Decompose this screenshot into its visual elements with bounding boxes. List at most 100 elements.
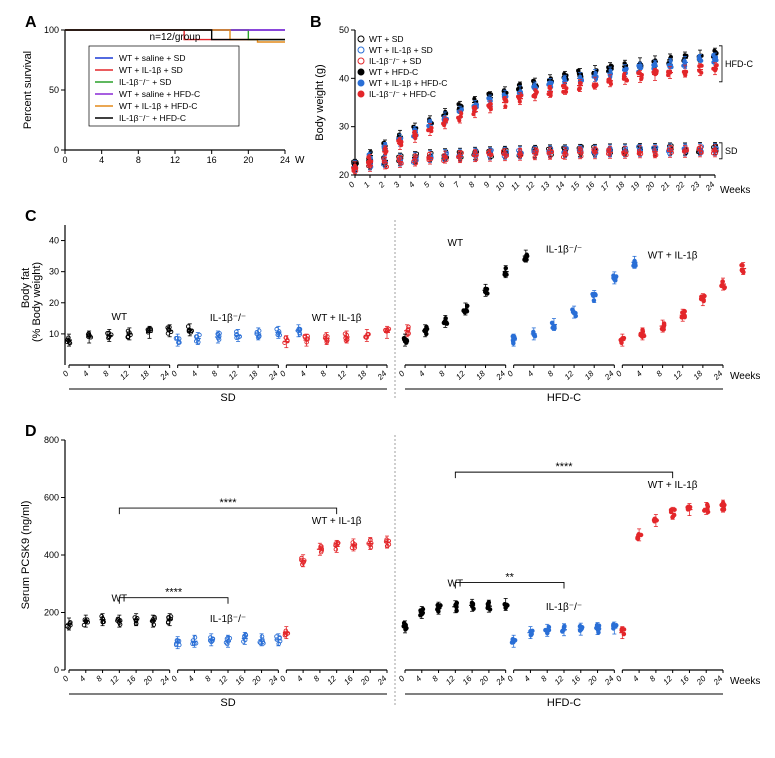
svg-text:8: 8 [430,674,440,684]
svg-text:24: 24 [266,674,280,688]
svg-text:WT + IL-1β + SD: WT + IL-1β + SD [369,45,433,55]
svg-text:20: 20 [243,155,253,165]
svg-text:0: 0 [614,674,624,684]
svg-text:Serum PCSK9 (ng/ml): Serum PCSK9 (ng/ml) [20,501,32,610]
svg-text:8: 8 [136,155,141,165]
svg-text:12: 12 [170,155,180,165]
svg-text:0: 0 [61,369,71,379]
svg-text:2: 2 [376,180,387,191]
svg-text:12: 12 [325,674,338,687]
svg-text:18: 18 [356,369,369,382]
svg-text:IL-1β⁻/⁻: IL-1β⁻/⁻ [546,602,582,613]
svg-text:W: W [295,155,305,166]
svg-text:24: 24 [602,674,616,688]
svg-text:12: 12 [553,674,566,687]
svg-text:0: 0 [170,674,180,684]
svg-text:18: 18 [247,369,260,382]
svg-text:8: 8 [546,369,556,379]
panel-b: B203040500123456789101112131415161718192… [310,14,753,196]
svg-text:HFD-C: HFD-C [547,392,581,404]
svg-text:4: 4 [78,674,88,684]
svg-text:IL-1β⁻/⁻ + SD: IL-1β⁻/⁻ + SD [369,56,421,66]
svg-text:16: 16 [678,674,691,687]
svg-text:0: 0 [54,665,59,675]
svg-text:16: 16 [461,674,474,687]
svg-text:24: 24 [711,674,725,688]
svg-text:8: 8 [203,674,213,684]
svg-text:50: 50 [339,25,349,35]
svg-text:A: A [25,14,37,31]
panel-c: C10203040Body fat(% Body weight)04812182… [20,208,760,404]
svg-text:24: 24 [266,369,280,383]
svg-text:n=12/group: n=12/group [150,32,201,43]
svg-text:16: 16 [570,674,583,687]
svg-text:20: 20 [643,180,657,194]
svg-text:20: 20 [477,674,491,688]
svg-text:40: 40 [339,73,349,83]
svg-text:24: 24 [494,674,508,688]
svg-text:SD: SD [725,146,738,156]
svg-text:30: 30 [49,267,59,277]
svg-text:SD: SD [220,392,235,404]
svg-text:4: 4 [414,674,424,684]
svg-text:WT + IL-1β + HFD-C: WT + IL-1β + HFD-C [119,101,197,111]
svg-text:8: 8 [539,674,549,684]
svg-text:0: 0 [170,369,180,379]
svg-text:4: 4 [295,674,305,684]
svg-text:(% Body weight): (% Body weight) [31,262,43,342]
svg-text:600: 600 [44,493,59,503]
svg-text:24: 24 [375,369,389,383]
svg-text:5: 5 [422,180,432,190]
svg-text:18: 18 [138,369,151,382]
svg-text:12: 12 [217,674,230,687]
svg-text:18: 18 [583,369,596,382]
svg-text:8: 8 [648,674,658,684]
svg-text:IL-1β⁻/⁻: IL-1β⁻/⁻ [546,244,582,255]
svg-text:22: 22 [673,180,687,194]
svg-text:24: 24 [711,369,725,383]
svg-text:9: 9 [482,180,492,190]
svg-text:C: C [25,208,37,225]
svg-text:8: 8 [655,369,665,379]
svg-text:3: 3 [392,180,402,190]
svg-text:14: 14 [554,180,567,193]
svg-text:WT + saline + SD: WT + saline + SD [119,53,185,63]
svg-text:0: 0 [397,369,407,379]
svg-text:WT + IL-1β: WT + IL-1β [312,313,362,324]
svg-text:4: 4 [298,369,308,379]
svg-text:23: 23 [688,180,702,194]
svg-text:16: 16 [342,674,355,687]
svg-text:****: **** [165,587,183,599]
svg-text:HFD-C: HFD-C [725,59,753,69]
svg-text:20: 20 [250,674,264,688]
svg-text:Weeks: Weeks [720,185,750,196]
svg-text:IL-1β⁻/⁻: IL-1β⁻/⁻ [210,614,246,625]
svg-text:IL-1β⁻/⁻ + SD: IL-1β⁻/⁻ + SD [119,77,171,87]
svg-text:12: 12 [444,674,457,687]
svg-text:WT + SD: WT + SD [369,34,404,44]
svg-text:10: 10 [494,180,507,193]
svg-text:16: 16 [125,674,138,687]
svg-text:0: 0 [62,155,67,165]
svg-text:B: B [310,14,322,31]
svg-text:20: 20 [141,674,155,688]
svg-text:4: 4 [634,369,644,379]
svg-text:24: 24 [602,369,616,383]
svg-text:16: 16 [207,155,217,165]
svg-text:0: 0 [506,674,516,684]
svg-text:IL-1β⁻/⁻ + HFD-C: IL-1β⁻/⁻ + HFD-C [119,113,186,123]
svg-text:Weeks: Weeks [730,371,760,382]
svg-text:**: ** [505,571,514,583]
svg-text:WT + IL-1β + SD: WT + IL-1β + SD [119,65,183,75]
svg-text:20: 20 [49,298,59,308]
svg-text:8: 8 [94,674,104,684]
svg-text:24: 24 [375,674,389,688]
svg-text:100: 100 [44,25,59,35]
svg-text:18: 18 [474,369,487,382]
svg-text:6: 6 [437,180,447,190]
svg-text:WT + IL-1β: WT + IL-1β [648,251,698,262]
svg-text:Percent survival: Percent survival [22,51,34,129]
svg-text:4: 4 [407,180,417,190]
svg-text:12: 12 [118,369,131,382]
svg-text:WT: WT [112,312,128,323]
